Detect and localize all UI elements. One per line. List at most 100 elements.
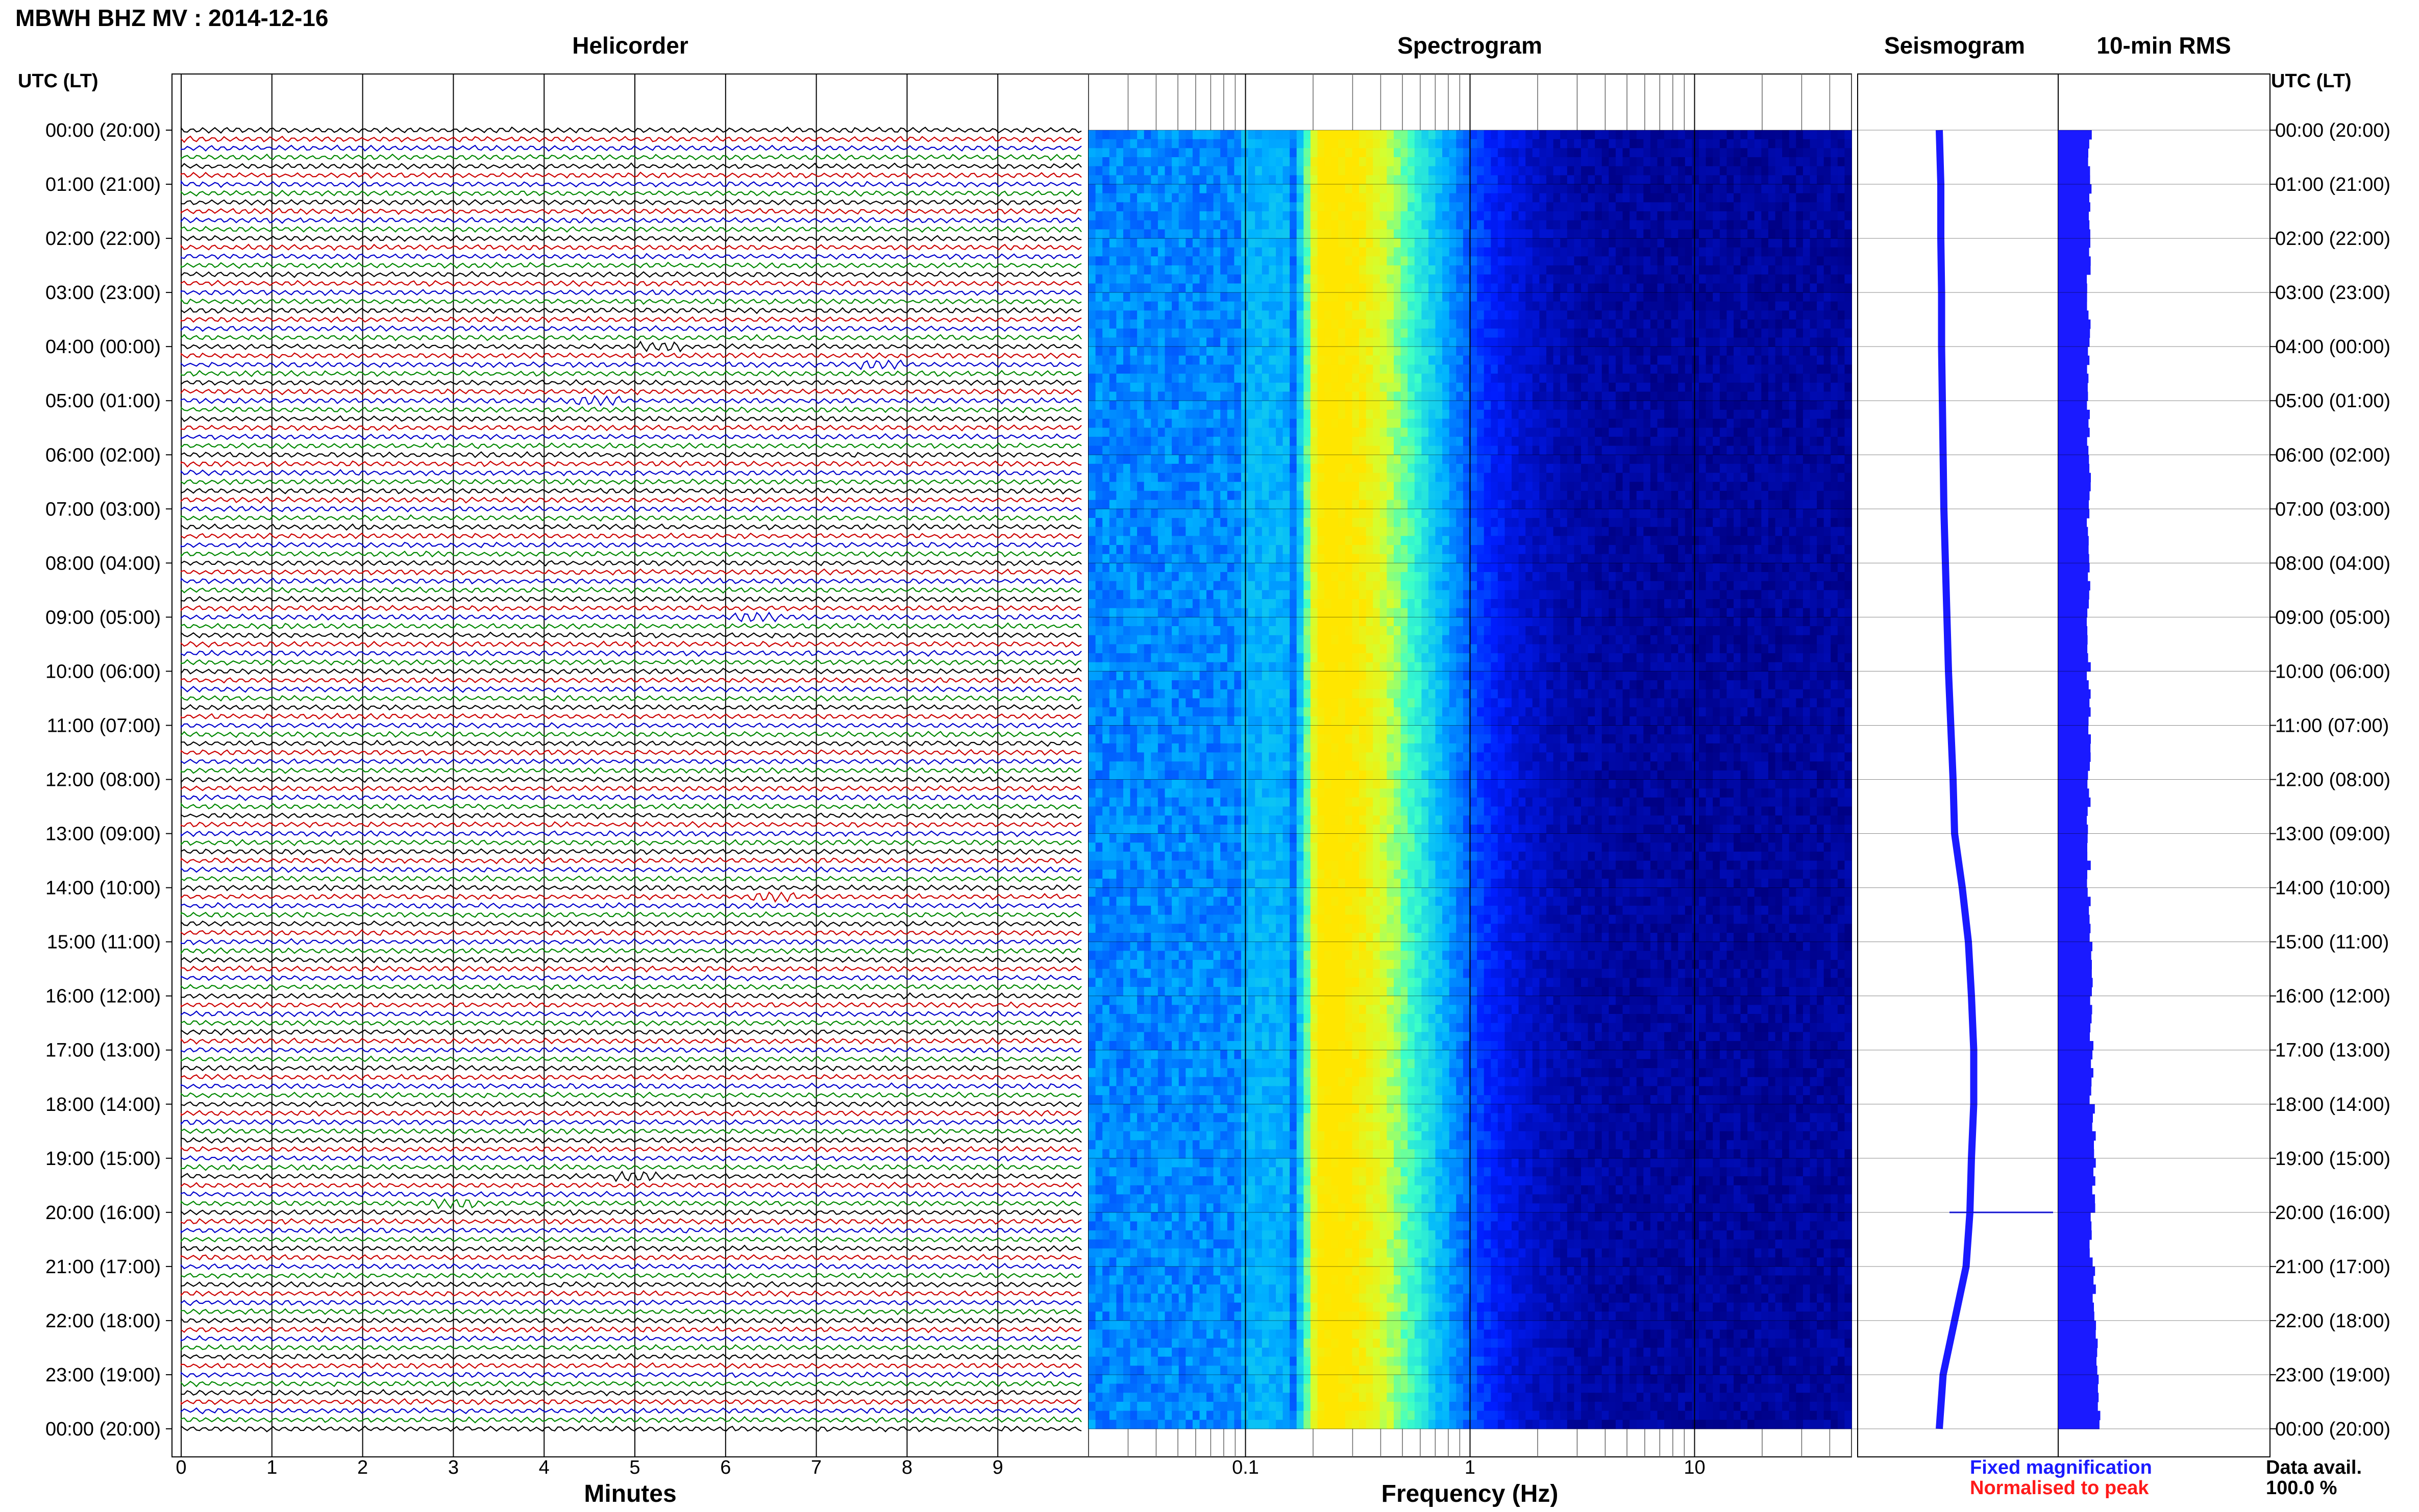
helicorder-trace	[180, 739, 1082, 747]
spectrogram-cell	[1761, 193, 1769, 203]
spectrogram-cell	[1157, 274, 1166, 284]
spectrogram-cell	[1504, 518, 1512, 528]
spectrogram-cell	[1394, 175, 1401, 185]
spectrogram-cell	[1761, 409, 1769, 419]
spectrogram-cell	[1567, 310, 1574, 320]
spectrogram-cell	[1740, 455, 1748, 464]
spectrogram-cell	[1324, 401, 1332, 410]
spectrogram-cell	[1713, 445, 1720, 455]
spectrogram-cell	[1726, 229, 1734, 239]
spectrogram-cell	[1803, 409, 1811, 419]
spectrogram-cell	[1227, 148, 1235, 158]
spectrogram-cell	[1831, 346, 1838, 356]
spectrogram-cell	[1116, 202, 1124, 212]
spectrogram-cell	[1734, 283, 1741, 293]
spectrogram-cell	[1379, 202, 1387, 212]
spectrogram-cell	[1151, 301, 1158, 311]
spectrogram-cell	[1484, 436, 1491, 447]
spectrogram-cell	[1130, 256, 1138, 266]
spectrogram-cell	[1601, 229, 1609, 239]
spectrogram-cell	[1588, 193, 1595, 203]
spectrogram-cell	[1206, 409, 1214, 419]
spectrogram-cell	[1581, 355, 1589, 365]
spectrogram-cell	[1269, 247, 1276, 257]
spectrogram-cell	[1747, 292, 1755, 302]
spectrogram-cell	[1622, 148, 1630, 158]
spectrogram-cell	[1740, 292, 1748, 302]
spectrogram-cell	[1144, 211, 1151, 221]
spectrogram-cell	[1525, 455, 1533, 464]
spectrogram-cell	[1282, 265, 1290, 275]
spectrogram-cell	[1734, 265, 1741, 275]
helicorder-trace	[180, 595, 1082, 603]
spectrogram-cell	[1290, 256, 1297, 266]
spectrogram-cell	[1227, 220, 1235, 230]
spectrogram-cell	[1379, 310, 1387, 320]
spectrogram-cell	[1726, 382, 1734, 392]
spectrogram-cell	[1782, 364, 1790, 374]
spectrogram-cell	[1192, 139, 1200, 148]
spectrogram-cell	[1657, 310, 1665, 320]
spectrogram-cell	[1456, 157, 1464, 167]
spectrogram-cell	[1137, 428, 1145, 437]
spectrogram-cell	[1102, 139, 1110, 148]
spectrogram-cell	[1317, 355, 1325, 365]
spectrogram-cell	[1414, 436, 1422, 447]
spectrogram-cell	[1546, 310, 1554, 320]
spectrogram-cell	[1747, 328, 1755, 338]
spectrogram-cell	[1421, 401, 1429, 410]
spectrogram-cell	[1796, 355, 1804, 365]
spectrogram-cell	[1331, 139, 1339, 148]
spectrogram-cell	[1747, 202, 1755, 212]
spectrogram-cell	[1379, 428, 1387, 437]
spectrogram-cell	[1394, 319, 1401, 329]
spectrogram-cell	[1324, 346, 1332, 356]
spectrogram-cell	[1130, 130, 1138, 140]
spectrogram-cell	[1282, 274, 1290, 284]
spectrogram-cell	[1276, 202, 1283, 212]
helicorder-trace	[180, 695, 1082, 702]
spectrogram-cell	[1394, 401, 1401, 410]
spectrogram-cell	[1532, 463, 1540, 474]
spectrogram-cell	[1345, 175, 1353, 185]
spectrogram-cell	[1373, 166, 1380, 176]
spectrogram-cell	[1671, 418, 1679, 428]
spectrogram-cell	[1692, 482, 1699, 491]
spectrogram-cell	[1588, 355, 1595, 365]
spectrogram-cell	[1810, 265, 1817, 275]
spectrogram-cell	[1317, 193, 1325, 203]
spectrogram-cell	[1290, 283, 1297, 293]
spectrogram-cell	[1234, 175, 1242, 185]
spectrogram-cell	[1435, 157, 1443, 167]
spectrogram-cell	[1664, 509, 1672, 518]
spectrogram-cell	[1123, 445, 1131, 455]
spectrogram-cell	[1130, 382, 1138, 392]
spectrogram-cell	[1394, 310, 1401, 320]
spectrogram-cell	[1262, 265, 1269, 275]
spectrogram-cell	[1220, 374, 1228, 383]
spectrogram-cell	[1449, 509, 1457, 518]
spectrogram-cell	[1172, 473, 1179, 482]
spectrogram-cell	[1269, 490, 1276, 501]
spectrogram-cell	[1844, 482, 1852, 491]
spectrogram-cell	[1366, 455, 1373, 464]
spectrogram-cell	[1276, 364, 1283, 374]
spectrogram-cell	[1525, 292, 1533, 302]
spectrogram-cell	[1248, 337, 1255, 347]
spectrogram-cell	[1296, 436, 1304, 447]
spectrogram-cell	[1290, 184, 1297, 194]
spectrogram-cell	[1574, 490, 1582, 501]
spectrogram-cell	[1144, 518, 1151, 528]
spectrogram-cell	[1387, 130, 1394, 140]
spectrogram-cell	[1345, 374, 1353, 383]
spectrogram-cell	[1248, 211, 1255, 221]
spectrogram-cell	[1172, 211, 1179, 221]
spectrogram-cell	[1726, 500, 1734, 509]
spectrogram-cell	[1366, 283, 1373, 293]
spectrogram-cell	[1394, 193, 1401, 203]
spectrogram-cell	[1630, 238, 1637, 248]
spectrogram-cell	[1726, 166, 1734, 176]
spectrogram-cell	[1379, 256, 1387, 266]
spectrogram-cell	[1123, 139, 1131, 148]
spectrogram-cell	[1678, 139, 1686, 148]
